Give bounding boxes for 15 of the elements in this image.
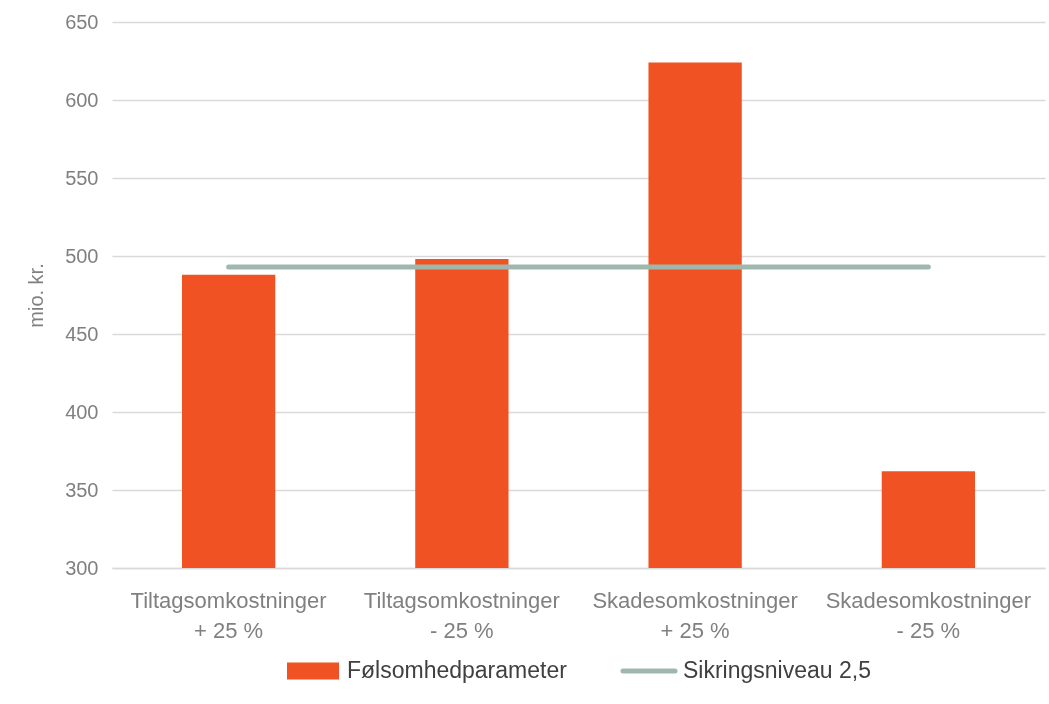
legend-label: Følsomhedparameter (347, 657, 568, 683)
x-tick-label: Skadesomkostninger - 25 % (825, 587, 1032, 643)
x-tick-label: Tiltagsomkostninger - 25 % (363, 587, 560, 643)
y-tick-label: 600 (65, 88, 99, 111)
y-axis-title: mio. kr. (25, 263, 48, 328)
y-tick-label: 400 (65, 400, 99, 423)
x-tick-label: Tiltagsomkostninger + 25 % (130, 587, 327, 643)
y-tick-label: 300 (65, 556, 99, 579)
y-tick-label: 450 (65, 322, 99, 345)
y-tick-label: 350 (65, 478, 99, 501)
y-tick-label: 500 (65, 244, 99, 267)
y-tick-label: 550 (65, 166, 99, 189)
x-tick-label: Skadesomkostninger + 25 % (592, 587, 798, 643)
y-tick-label: 650 (65, 10, 99, 33)
legend-label: Sikringsniveau 2,5 (683, 657, 871, 683)
